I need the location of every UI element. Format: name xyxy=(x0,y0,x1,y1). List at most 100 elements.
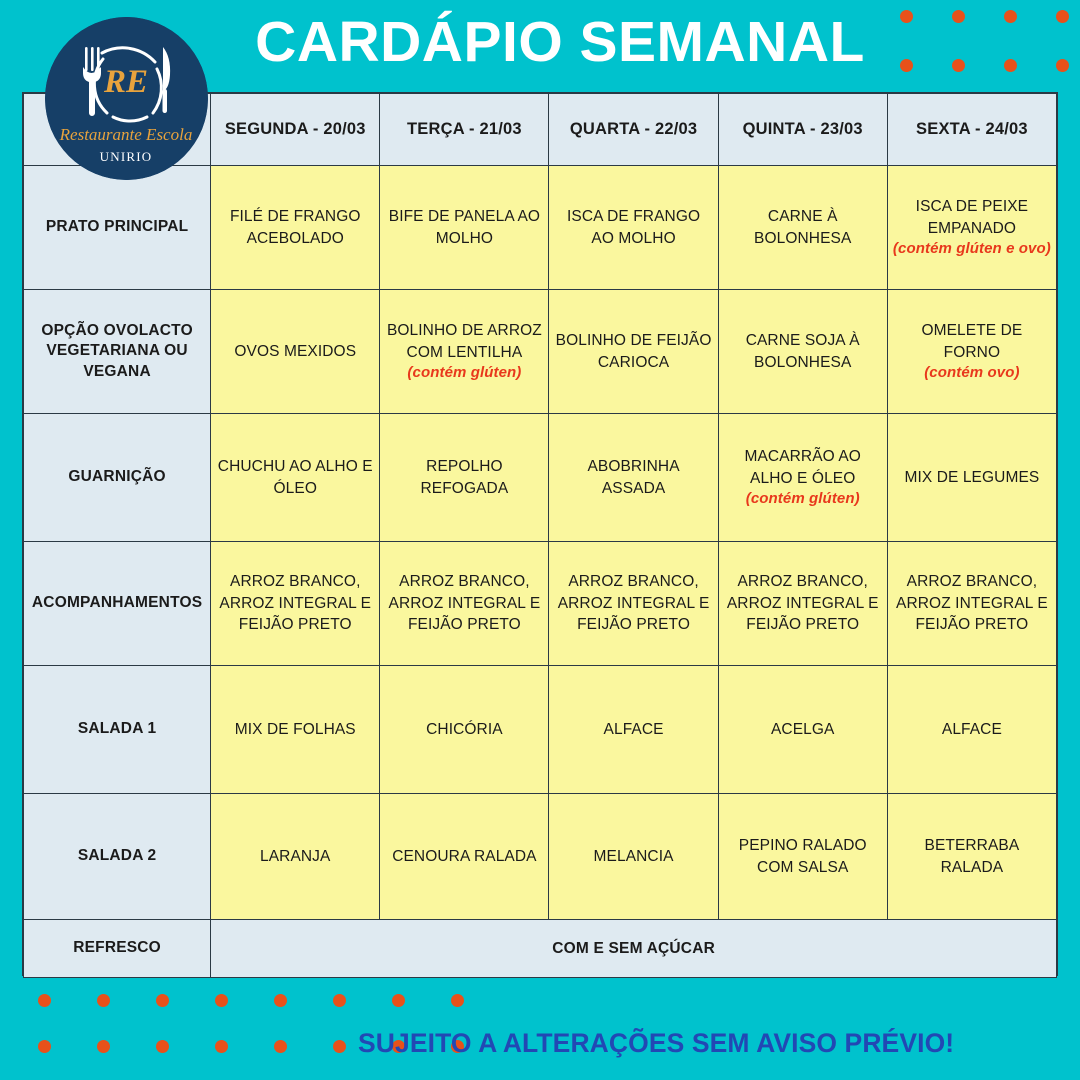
menu-cell: ABOBRINHA ASSADA xyxy=(548,413,719,542)
row-label-acompanhamentos: ACOMPANHAMENTOS xyxy=(22,541,212,666)
menu-cell: ISCA DE PEIXE EMPANADO (contém glúten e … xyxy=(886,165,1058,290)
dot-row xyxy=(900,10,1069,23)
row-label-prato-principal: PRATO PRINCIPAL xyxy=(22,165,212,290)
dish-name: ISCA DE FRANGO AO MOLHO xyxy=(566,208,701,247)
allergen-note: (contém glúten) xyxy=(745,489,860,507)
table-row-refresco: REFRESCO COM E SEM AÇÚCAR xyxy=(22,919,1057,978)
dot-icon xyxy=(38,994,51,1007)
dot-icon xyxy=(1004,59,1017,72)
dish-name: ALFACE xyxy=(603,720,664,738)
dish-name: ABOBRINHA ASSADA xyxy=(587,458,680,497)
menu-cell: PEPINO RALADO COM SALSA xyxy=(717,793,888,920)
dish-name: MELANCIA xyxy=(593,847,674,865)
logo-name: Restaurante Escola xyxy=(59,125,193,144)
disclaimer-notice: SUJEITO A ALTERAÇÕES SEM AVISO PRÉVIO! xyxy=(358,1028,955,1058)
decorative-dots-top-right xyxy=(900,10,1069,108)
menu-cell: OMELETE DE FORNO (contém ovo) xyxy=(886,289,1058,414)
refresco-value: COM E SEM AÇÚCAR xyxy=(210,919,1057,978)
menu-cell: LARANJA xyxy=(210,793,381,920)
dot-icon xyxy=(451,1040,464,1053)
dot-row xyxy=(900,59,1069,72)
dot-icon xyxy=(952,10,965,23)
dot-icon xyxy=(451,994,464,1007)
menu-cell: ALFACE xyxy=(886,665,1058,794)
dot-icon xyxy=(952,59,965,72)
dot-icon xyxy=(38,1040,51,1053)
weekly-menu-table-container: SEGUNDA - 20/03 TERÇA - 21/03 QUARTA - 2… xyxy=(22,92,1058,978)
menu-cell: CENOURA RALADA xyxy=(379,793,550,920)
dish-name: ACELGA xyxy=(770,720,835,738)
menu-cell: MIX DE FOLHAS xyxy=(210,665,381,794)
dish-name: ARROZ BRANCO, ARROZ INTEGRAL E FEIJÃO PR… xyxy=(896,573,1048,634)
row-label-guarnicao: GUARNIÇÃO xyxy=(22,413,212,542)
dot-icon xyxy=(156,1040,169,1053)
menu-cell: REPOLHO REFOGADA xyxy=(379,413,550,542)
menu-cell: ARROZ BRANCO, ARROZ INTEGRAL E FEIJÃO PR… xyxy=(717,541,888,666)
dish-name: CARNE À BOLONHESA xyxy=(754,208,852,247)
menu-cell: ISCA DE FRANGO AO MOLHO xyxy=(548,165,719,290)
decorative-dots-footer-row-2 xyxy=(38,1040,464,1053)
dot-icon xyxy=(97,994,110,1007)
dot-icon xyxy=(900,10,913,23)
menu-cell: FILÉ DE FRANGO ACEBOLADO xyxy=(210,165,381,290)
menu-cell: CHUCHU AO ALHO E ÓLEO xyxy=(210,413,381,542)
dot-icon xyxy=(1056,10,1069,23)
restaurante-escola-logo: RE Restaurante Escola UNIRIO xyxy=(45,17,208,180)
dish-name: FILÉ DE FRANGO ACEBOLADO xyxy=(229,208,361,247)
menu-cell: ARROZ BRANCO, ARROZ INTEGRAL E FEIJÃO PR… xyxy=(210,541,381,666)
dish-name: ALFACE xyxy=(941,720,1002,738)
dish-name: PEPINO RALADO COM SALSA xyxy=(738,837,867,876)
menu-cell: BIFE DE PANELA AO MOLHO xyxy=(379,165,550,290)
header-band: CARDÁPIO SEMANAL xyxy=(0,0,1080,92)
dish-name: CHUCHU AO ALHO E ÓLEO xyxy=(217,458,373,497)
menu-cell: OVOS MEXIDOS xyxy=(210,289,381,414)
dish-name: ARROZ BRANCO, ARROZ INTEGRAL E FEIJÃO PR… xyxy=(557,573,710,634)
allergen-note: (contém glúten) xyxy=(407,363,522,381)
dish-name: ARROZ BRANCO, ARROZ INTEGRAL E FEIJÃO PR… xyxy=(219,573,372,634)
menu-cell: MIX DE LEGUMES xyxy=(886,413,1058,542)
menu-cell: CARNE SOJA À BOLONHESA xyxy=(717,289,888,414)
dish-name: ARROZ BRANCO, ARROZ INTEGRAL E FEIJÃO PR… xyxy=(388,573,541,634)
dish-name: OMELETE DE FORNO xyxy=(921,322,1023,361)
footer-band: SUJEITO A ALTERAÇÕES SEM AVISO PRÉVIO! xyxy=(0,976,1080,1080)
menu-cell: BOLINHO DE ARROZ COM LENTILHA (contém gl… xyxy=(379,289,550,414)
dish-name: CENOURA RALADA xyxy=(392,847,537,865)
table-row: OPÇÃO OVOLACTO VEGETARIANA OU VEGANA OVO… xyxy=(22,289,1058,414)
dot-icon xyxy=(392,994,405,1007)
logo-monogram: RE xyxy=(103,64,148,100)
dish-name: REPOLHO REFOGADA xyxy=(420,458,509,497)
weekly-menu-table: SEGUNDA - 20/03 TERÇA - 21/03 QUARTA - 2… xyxy=(22,93,1058,978)
dot-icon xyxy=(333,1040,346,1053)
dish-name: BIFE DE PANELA AO MOLHO xyxy=(388,208,541,247)
column-header-segunda: SEGUNDA - 20/03 xyxy=(210,93,381,166)
allergen-note: (contém ovo) xyxy=(924,363,1020,381)
dot-icon xyxy=(215,1040,228,1053)
menu-cell: ALFACE xyxy=(548,665,719,794)
dot-icon xyxy=(333,994,346,1007)
dot-icon xyxy=(900,59,913,72)
row-label-salada-1: SALADA 1 xyxy=(22,665,212,794)
dish-name: LARANJA xyxy=(260,847,331,865)
dish-name: CHICÓRIA xyxy=(426,720,503,738)
dish-name: MACARRÃO AO ALHO E ÓLEO xyxy=(744,448,861,487)
page-title: CARDÁPIO SEMANAL xyxy=(255,10,865,74)
table-row: SALADA 2 LARANJA CENOURA RALADA MELANCIA… xyxy=(22,793,1058,920)
column-header-quinta: QUINTA - 23/03 xyxy=(717,93,888,166)
dot-icon xyxy=(97,1040,110,1053)
dot-icon xyxy=(274,994,287,1007)
table-row: ACOMPANHAMENTOS ARROZ BRANCO, ARROZ INTE… xyxy=(22,541,1058,666)
column-header-quarta: QUARTA - 22/03 xyxy=(548,93,719,166)
table-row: SALADA 1 MIX DE FOLHAS CHICÓRIA ALFACE A… xyxy=(22,665,1058,794)
menu-cell: MELANCIA xyxy=(548,793,719,920)
dot-icon xyxy=(1056,59,1069,72)
menu-cell: BETERRABA RALADA xyxy=(886,793,1058,920)
menu-cell: CARNE À BOLONHESA xyxy=(717,165,888,290)
dish-name: BETERRABA RALADA xyxy=(924,837,1020,876)
dish-name: BOLINHO DE ARROZ COM LENTILHA xyxy=(386,322,542,361)
row-label-refresco: REFRESCO xyxy=(22,919,212,978)
menu-cell: ACELGA xyxy=(717,665,888,794)
dish-name: CARNE SOJA À BOLONHESA xyxy=(745,332,860,371)
menu-cell: ARROZ BRANCO, ARROZ INTEGRAL E FEIJÃO PR… xyxy=(379,541,550,666)
dish-name: BOLINHO DE FEIJÃO CARIOCA xyxy=(555,332,712,371)
menu-cell: BOLINHO DE FEIJÃO CARIOCA xyxy=(548,289,719,414)
